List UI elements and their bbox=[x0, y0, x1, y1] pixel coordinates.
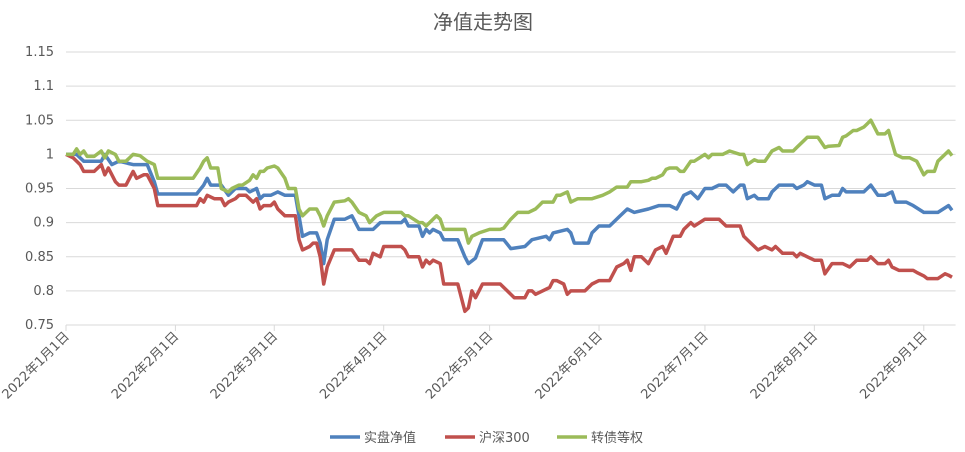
y-tick-label: 0.8 bbox=[33, 284, 54, 299]
y-tick-label: 1 bbox=[46, 147, 54, 162]
legend-label: 沪深300 bbox=[479, 430, 530, 446]
y-tick-label: 1.1 bbox=[33, 79, 54, 94]
x-tick-label: 2022年4月1日 bbox=[317, 329, 390, 402]
y-tick-label: 0.75 bbox=[25, 318, 54, 333]
x-tick-label: 2022年9月1日 bbox=[857, 329, 930, 402]
y-tick-label: 1.15 bbox=[25, 45, 54, 60]
y-tick-label: 0.95 bbox=[25, 182, 54, 197]
x-tick-label: 2022年6月1日 bbox=[533, 329, 606, 402]
x-tick-label: 2022年8月1日 bbox=[748, 329, 821, 402]
y-tick-label: 1.05 bbox=[25, 113, 54, 128]
legend-label: 转债等权 bbox=[591, 430, 643, 446]
series-line-实盘净值 bbox=[66, 152, 954, 266]
y-axis: 0.75 0.8 0.85 0.9 0.95 1 1.05 1.1 1.15 bbox=[25, 45, 54, 333]
x-tick-label: 2022年3月1日 bbox=[208, 329, 281, 402]
x-tick-label: 2022年7月1日 bbox=[638, 329, 711, 402]
x-tick-label: 2022年2月1日 bbox=[109, 329, 182, 402]
legend: 实盘净值 沪深300 转债等权 bbox=[330, 430, 643, 446]
x-axis: 2022年1月1日 2022年2月1日 2022年3月1日 2022年4月1日 2022… bbox=[0, 324, 956, 403]
x-tick-label: 2022年1月1日 bbox=[0, 329, 73, 402]
chart-title: 净值走势图 bbox=[433, 10, 533, 34]
y-tick-label: 0.9 bbox=[33, 216, 54, 231]
series-line-沪深300 bbox=[65, 152, 953, 314]
legend-label: 实盘净值 bbox=[364, 430, 416, 446]
x-tick-label: 2022年5月1日 bbox=[423, 329, 496, 402]
gridlines bbox=[66, 51, 956, 292]
series-line-转债等权 bbox=[66, 118, 954, 245]
y-tick-label: 0.85 bbox=[25, 250, 54, 265]
series-lines bbox=[65, 118, 954, 314]
